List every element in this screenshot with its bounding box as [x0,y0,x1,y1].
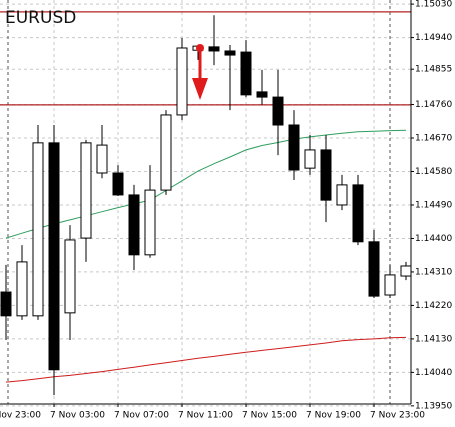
candle-body [96,144,108,174]
candle-body [16,261,28,317]
plot-area [0,11,412,396]
y-tick-label: 1.14130 [415,334,452,344]
candle-body [240,51,252,96]
x-tick-label: 7 Nov 03:00 [50,411,105,421]
candle-body [64,239,76,314]
candle-body [32,142,44,317]
candle-body [48,142,60,371]
candle-body [400,265,412,277]
sell-arrow [192,44,208,100]
candle-body [128,194,140,256]
candle-body [304,149,316,169]
y-tick-label: 1.13950 [415,401,452,411]
y-tick-label: 1.14940 [415,33,452,43]
candle-body [80,142,92,239]
candle-body [320,149,332,201]
candle-body [208,46,220,52]
x-tick-label: 6 Nov 23:00 [0,411,41,421]
x-tick-label: 7 Nov 19:00 [306,411,361,421]
moving-average [5,129,407,239]
x-tick-label: 7 Nov 07:00 [114,411,169,421]
candle-body [336,184,348,206]
x-tick-label: 7 Nov 15:00 [242,411,297,421]
x-tick-label: 7 Nov 11:00 [178,411,233,421]
candle-body [352,184,364,243]
y-tick-label: 1.14310 [415,267,452,277]
y-tick-label: 1.14490 [415,200,452,210]
candle-body [112,172,124,196]
candle-body [288,124,300,171]
candle-body [272,96,284,126]
candle-body [384,274,396,296]
candle-body [0,291,12,317]
arrow-dot [196,44,204,52]
candle-body [144,189,156,256]
y-tick-label: 1.14400 [415,234,452,244]
candle-body [224,50,236,56]
candle-body [176,47,188,116]
candle-body [256,91,268,98]
y-tick-label: 1.14580 [415,167,452,177]
moving-average [5,336,407,383]
y-tick-label: 1.14220 [415,301,452,311]
arrow-head [192,78,208,100]
y-tick-label: 1.15030 [415,0,452,10]
y-tick-label: 1.14760 [415,100,452,110]
y-tick-label: 1.14670 [415,134,452,144]
candle-body [160,114,172,191]
candle-body [368,241,380,297]
y-tick-label: 1.14855 [415,65,452,75]
chart-title: EURUSD [5,8,76,28]
y-tick-label: 1.14040 [415,368,452,378]
x-tick-label: 7 Nov 23:00 [370,411,425,421]
